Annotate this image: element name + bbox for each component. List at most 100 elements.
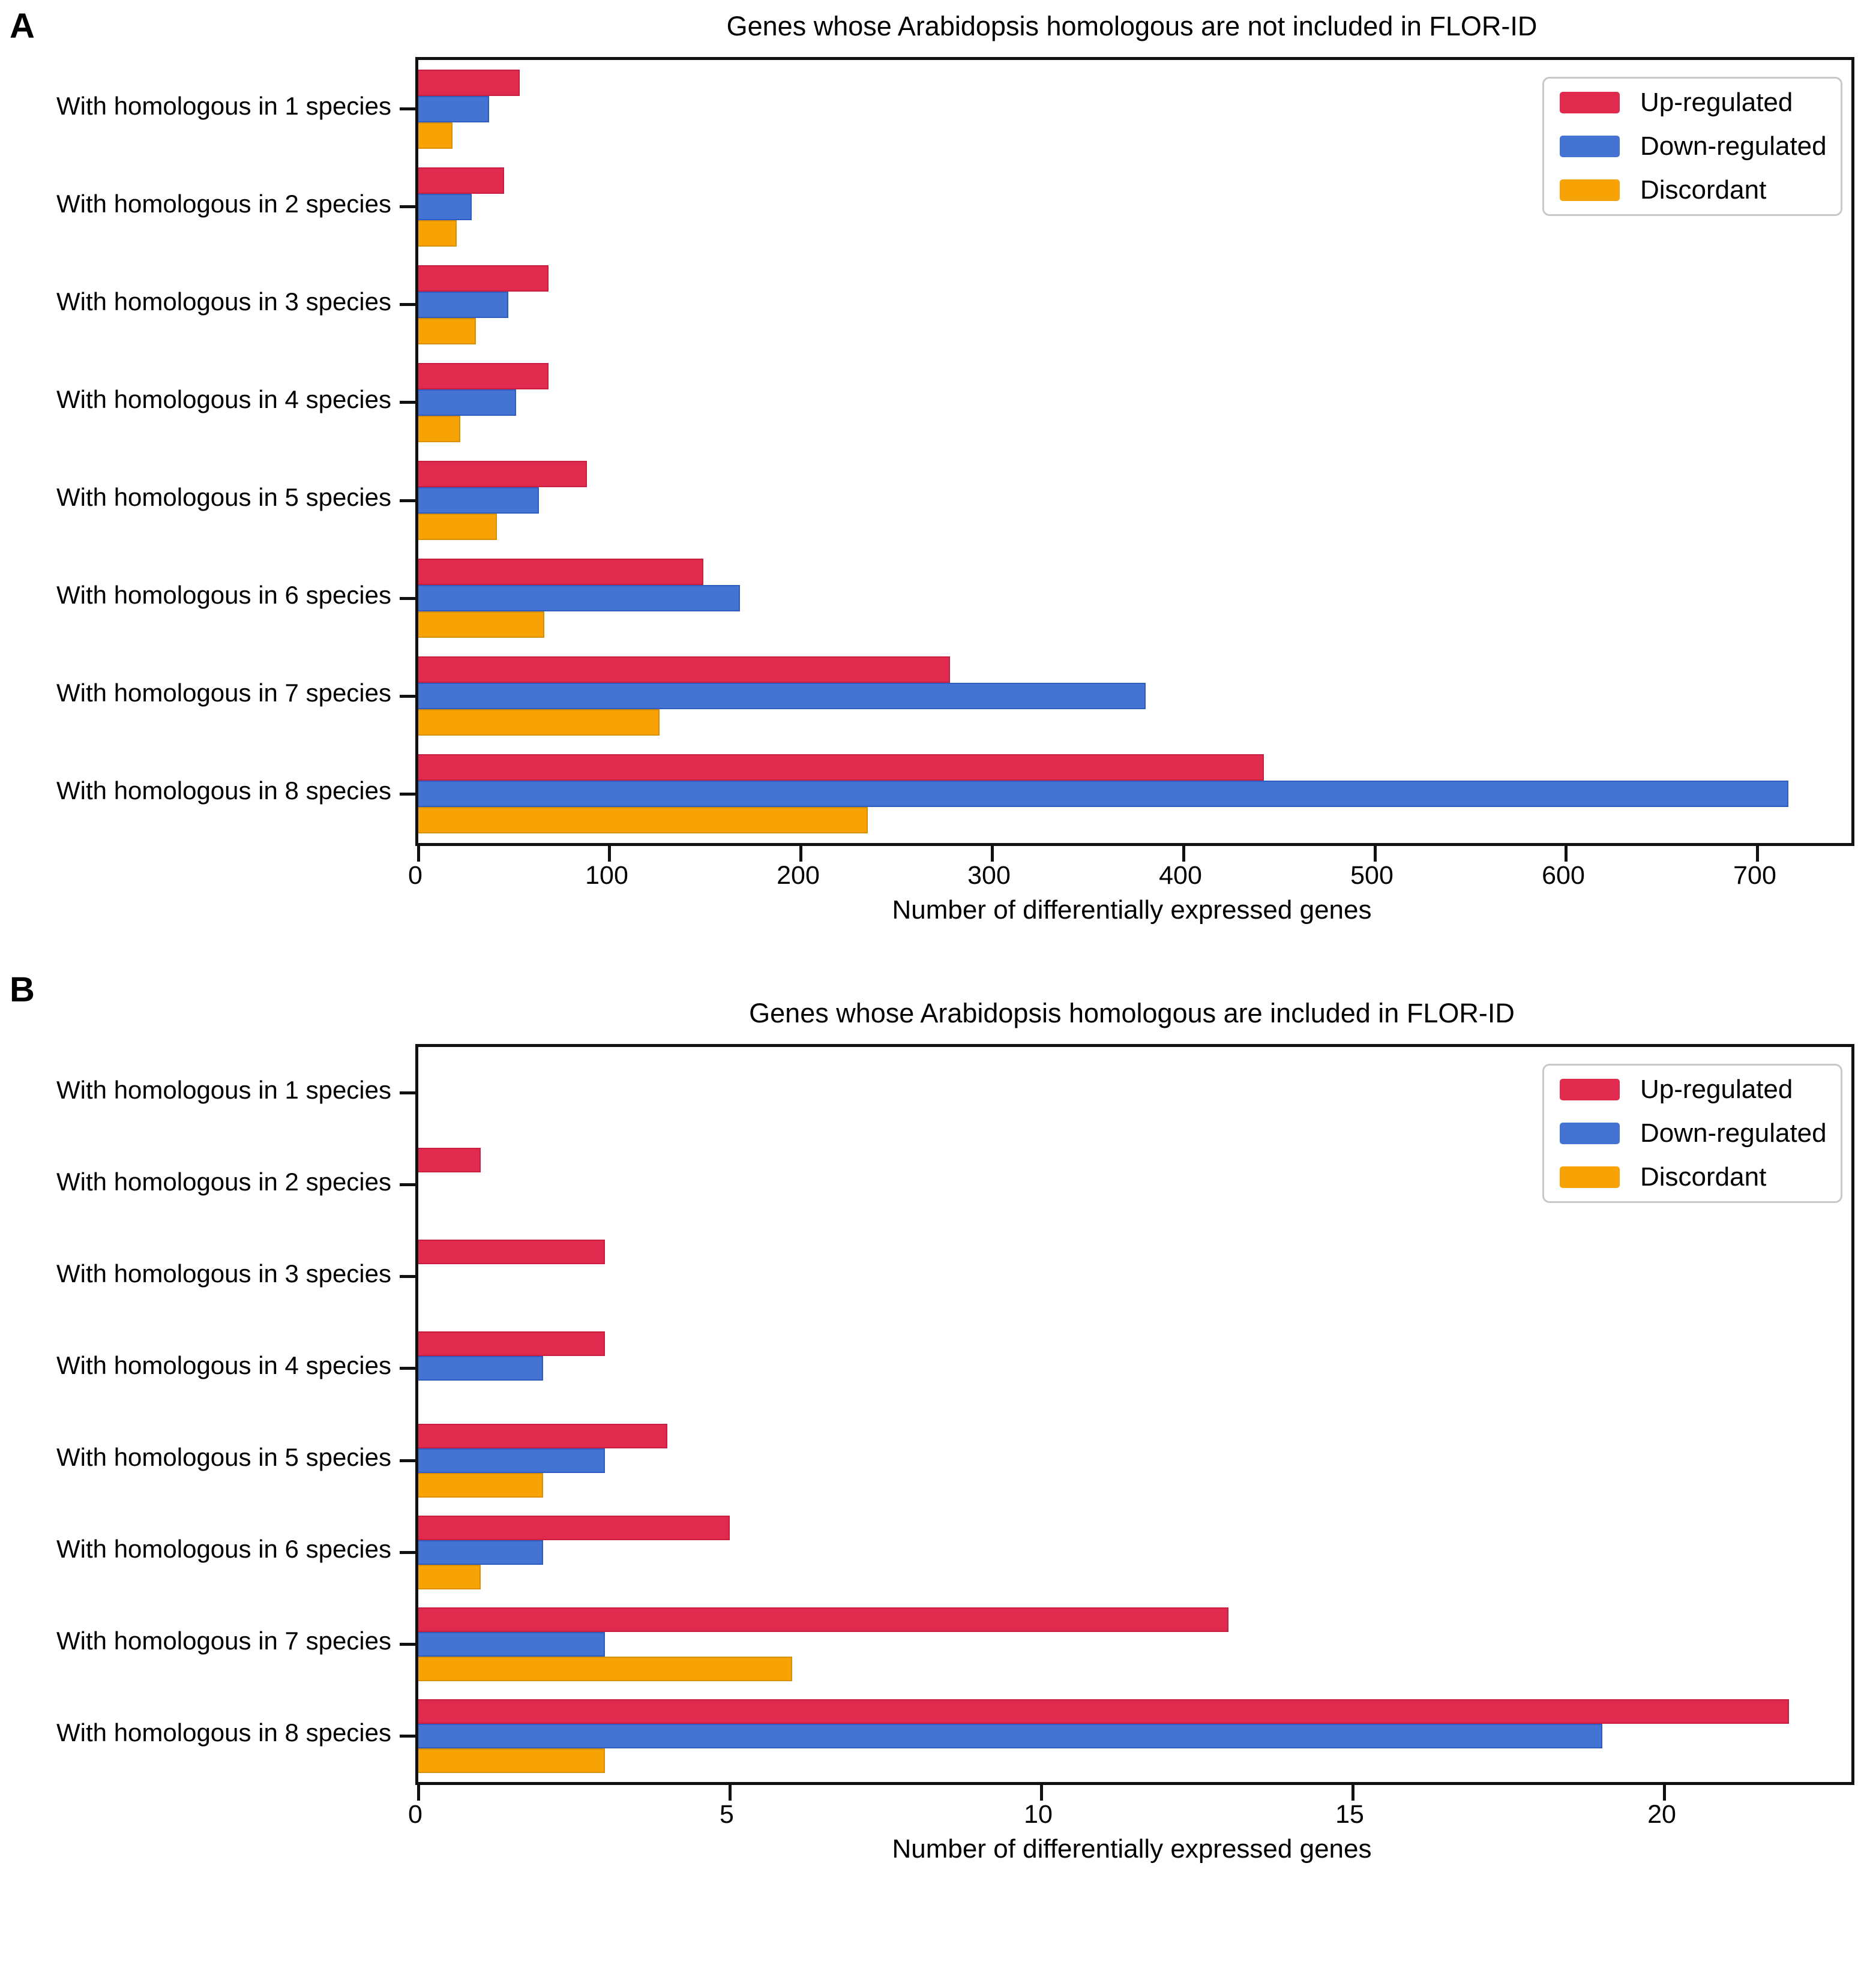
x-tick <box>1040 1785 1043 1801</box>
bar-up-regulated <box>418 1240 605 1264</box>
bar-up-regulated <box>418 1699 1789 1724</box>
y-tick <box>400 1367 415 1370</box>
x-tick <box>991 846 994 862</box>
category-label: With homologous in 2 species <box>56 190 391 218</box>
legend-swatch-discordant <box>1560 1166 1620 1188</box>
bar-discordant <box>418 709 660 736</box>
category-label: With homologous in 3 species <box>56 287 391 316</box>
legend-swatch-down-regulated <box>1560 1123 1620 1144</box>
bar-down-regulated <box>418 683 1146 709</box>
category-label: With homologous in 4 species <box>56 385 391 413</box>
y-tick <box>400 597 415 600</box>
bar-down-regulated <box>418 1448 605 1473</box>
x-tick-label: 500 <box>1350 861 1393 890</box>
x-tick-label: 200 <box>777 861 820 890</box>
bar-discordant <box>418 318 476 344</box>
bar-up-regulated <box>418 70 520 96</box>
x-tick <box>1374 846 1377 862</box>
legend-swatch-up-regulated <box>1560 1079 1620 1100</box>
bar-down-regulated <box>418 292 508 318</box>
y-tick <box>400 303 415 306</box>
x-tick-label: 20 <box>1647 1800 1676 1829</box>
legend-label: Down-regulated <box>1640 131 1827 161</box>
x-tick <box>1182 846 1185 862</box>
legend-item: Down-regulated <box>1544 1114 1841 1153</box>
y-tick <box>400 401 415 404</box>
bar-down-regulated <box>418 1632 605 1657</box>
bar-discordant <box>418 416 460 442</box>
bar-discordant <box>418 122 452 149</box>
legend-label: Down-regulated <box>1640 1118 1827 1148</box>
bar-down-regulated <box>418 781 1788 807</box>
bar-down-regulated <box>418 389 516 416</box>
category-label: With homologous in 2 species <box>56 1168 391 1196</box>
category-label: With homologous in 1 species <box>56 1076 391 1104</box>
legend-swatch-down-regulated <box>1560 136 1620 157</box>
x-tick <box>1351 1785 1354 1801</box>
legend-swatch-up-regulated <box>1560 92 1620 113</box>
x-tick-label: 15 <box>1335 1800 1364 1829</box>
x-tick-label: 600 <box>1542 861 1585 890</box>
bar-up-regulated <box>418 754 1264 781</box>
category-label: With homologous in 6 species <box>56 1535 391 1563</box>
bar-down-regulated <box>418 194 472 220</box>
y-tick <box>400 1643 415 1646</box>
bar-discordant <box>418 220 457 247</box>
x-tick-label: 300 <box>967 861 1011 890</box>
y-tick <box>400 1459 415 1462</box>
bar-up-regulated <box>418 461 587 487</box>
legend-item: Up-regulated <box>1544 83 1841 122</box>
x-tick-label: 10 <box>1024 1800 1053 1829</box>
legend-label: Discordant <box>1640 175 1767 205</box>
bar-discordant <box>418 807 868 833</box>
bar-up-regulated <box>418 167 504 194</box>
x-tick <box>1756 846 1759 862</box>
category-label: With homologous in 7 species <box>56 1627 391 1655</box>
bar-discordant <box>418 1657 792 1681</box>
category-label: With homologous in 5 species <box>56 483 391 511</box>
category-label: With homologous in 5 species <box>56 1443 391 1471</box>
bar-down-regulated <box>418 487 539 514</box>
bar-down-regulated <box>418 96 489 122</box>
panel-b-title: Genes whose Arabidopsis homologous are i… <box>749 998 1515 1028</box>
x-tick-label: 0 <box>408 1800 422 1829</box>
bar-up-regulated <box>418 1331 605 1356</box>
y-tick <box>400 695 415 698</box>
category-label: With homologous in 7 species <box>56 679 391 707</box>
bar-up-regulated <box>418 1516 730 1540</box>
x-tick <box>417 1785 420 1801</box>
bar-up-regulated <box>418 363 549 389</box>
legend-item: Down-regulated <box>1544 127 1841 166</box>
y-tick <box>400 1183 415 1186</box>
bar-up-regulated <box>418 1607 1228 1632</box>
y-tick <box>400 1091 415 1094</box>
panel-a-title: Genes whose Arabidopsis homologous are n… <box>726 11 1538 41</box>
y-tick <box>400 1275 415 1278</box>
y-tick <box>400 107 415 110</box>
bar-discordant <box>418 1565 481 1589</box>
bar-up-regulated <box>418 656 950 683</box>
panel-a-letter: A <box>10 7 35 46</box>
x-tick-label: 100 <box>585 861 628 890</box>
bar-down-regulated <box>418 1356 543 1381</box>
legend-item: Discordant <box>1544 170 1841 210</box>
x-tick <box>417 846 420 862</box>
bar-up-regulated <box>418 1424 667 1448</box>
y-tick <box>400 499 415 502</box>
x-tick <box>729 1785 732 1801</box>
y-tick <box>400 1735 415 1738</box>
bar-down-regulated <box>418 1724 1602 1748</box>
x-tick-label: 5 <box>720 1800 734 1829</box>
category-label: With homologous in 1 species <box>56 92 391 120</box>
x-tick <box>608 846 611 862</box>
x-tick <box>1565 846 1568 862</box>
y-tick <box>400 1551 415 1554</box>
y-tick <box>400 205 415 208</box>
category-label: With homologous in 8 species <box>56 776 391 805</box>
panel-b-letter: B <box>10 970 35 1009</box>
x-tick <box>799 846 802 862</box>
bar-discordant <box>418 1748 605 1773</box>
x-tick-label: 400 <box>1159 861 1202 890</box>
bar-up-regulated <box>418 265 549 292</box>
